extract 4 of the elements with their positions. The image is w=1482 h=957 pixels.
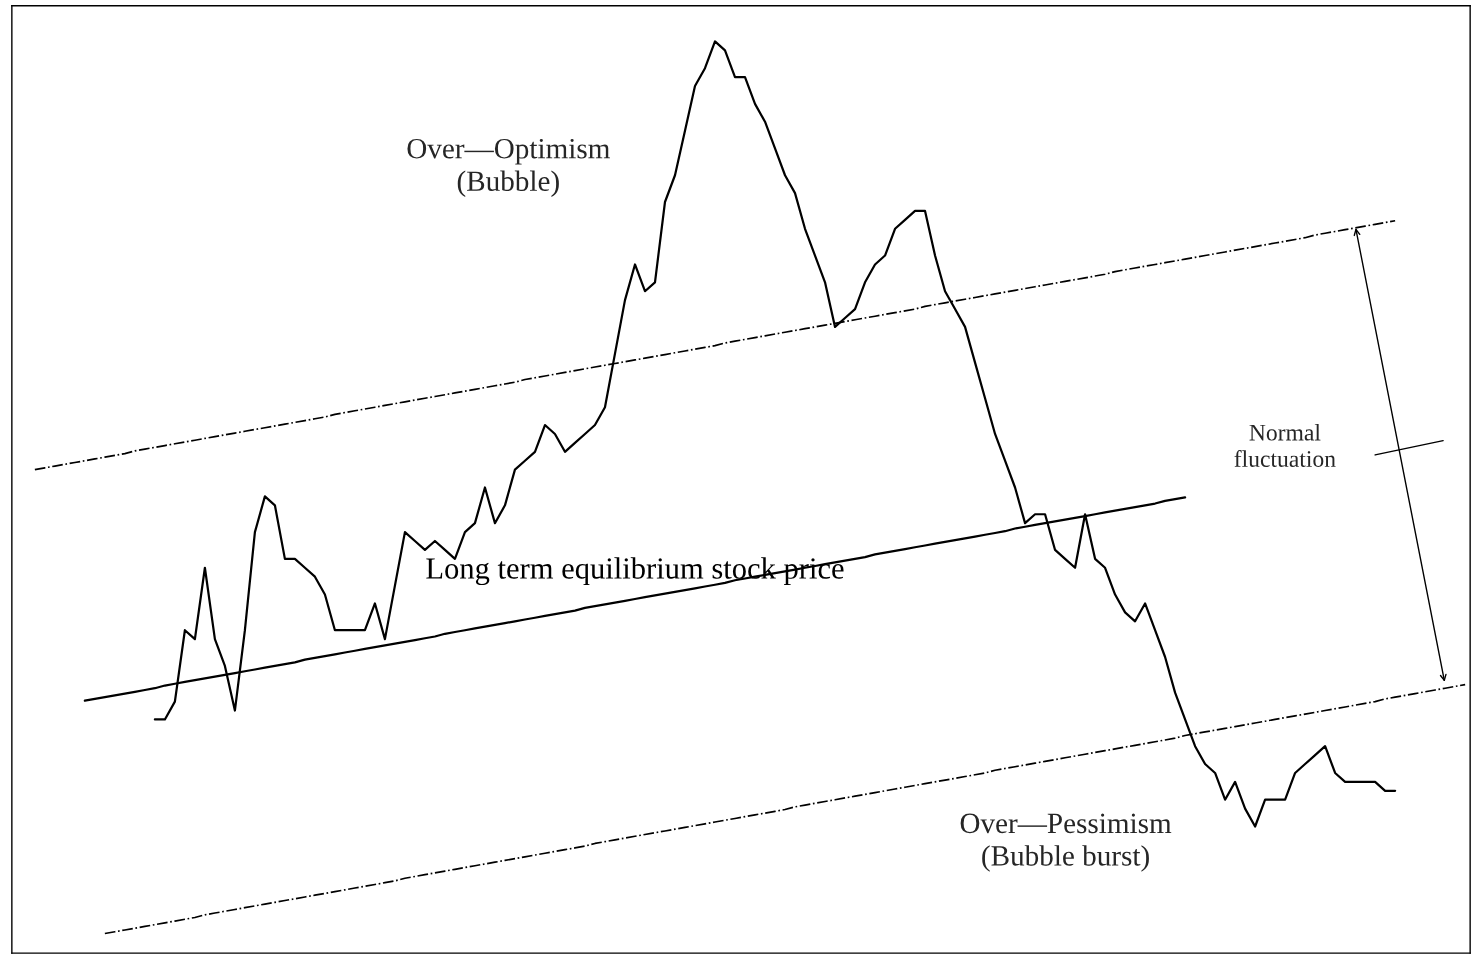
annotation: Normal fluctuation (1234, 424, 1336, 467)
annotation: Over—Pessimism (Bubble burst) (960, 813, 1172, 872)
series-label: Long term equilibrium stock price (426, 557, 844, 586)
annotation: Over—Optimism (Bubble) (407, 138, 610, 197)
